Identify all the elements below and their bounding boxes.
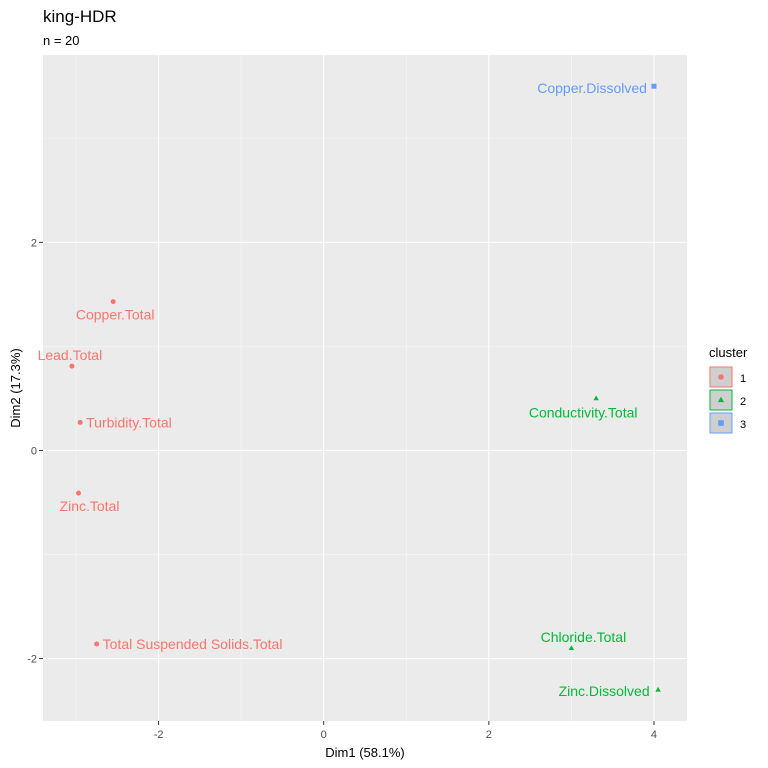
point-label: Copper.Dissolved	[537, 80, 647, 96]
x-tick-label: 2	[486, 729, 492, 741]
legend-label: 1	[740, 373, 746, 385]
point-label: Zinc.Dissolved	[559, 683, 650, 699]
point-conductivity-total	[593, 395, 599, 401]
point-zinc-total	[76, 490, 82, 496]
y-tick-label: -2	[27, 654, 37, 666]
point-label: Copper.Total	[76, 307, 155, 323]
legend-label: 2	[740, 396, 746, 408]
point-label: Zinc.Total	[60, 498, 120, 514]
point-label: Chloride.Total	[541, 629, 627, 645]
point-copper-total	[110, 299, 116, 305]
x-tick-label: -2	[154, 729, 164, 741]
legend-symbol-1	[718, 374, 724, 380]
point-total-suspended-solids-total	[94, 641, 100, 647]
data-points: Copper.Dissolved Copper.Total Lead.Total Tu…	[38, 80, 661, 699]
y-axis-ticks: -2 0 2	[27, 237, 43, 666]
point-label: Turbidity.Total	[86, 414, 172, 430]
major-gridlines	[43, 55, 687, 721]
point-label: Total Suspended Solids.Total	[103, 636, 283, 652]
point-chloride-total	[568, 645, 575, 651]
minor-gridlines	[43, 55, 687, 721]
point-lead-total	[69, 363, 75, 369]
chart-subtitle: n = 20	[43, 33, 80, 48]
chart-title: king-HDR	[43, 7, 117, 26]
legend-symbol-3	[718, 420, 724, 426]
point-copper-dissolved	[651, 83, 657, 89]
point-turbidity-total	[77, 419, 83, 425]
y-axis-title: Dim2 (17.3%)	[8, 348, 23, 427]
legend-label: 3	[740, 419, 746, 431]
legend-symbol-2	[717, 396, 725, 403]
x-tick-label: 0	[321, 729, 327, 741]
x-axis-ticks: -2 0 2 4	[154, 721, 657, 741]
y-tick-label: 0	[31, 445, 37, 457]
plot-panel	[43, 55, 687, 721]
point-zinc-dissolved	[655, 686, 661, 692]
x-tick-label: 4	[651, 729, 657, 741]
x-axis-title: Dim1 (58.1%)	[325, 745, 404, 760]
legend: cluster 1 2 3	[709, 345, 748, 434]
point-label: Lead.Total	[38, 347, 103, 363]
point-label: Conductivity.Total	[529, 404, 638, 420]
legend-title: cluster	[709, 345, 748, 360]
y-tick-label: 2	[31, 237, 37, 249]
